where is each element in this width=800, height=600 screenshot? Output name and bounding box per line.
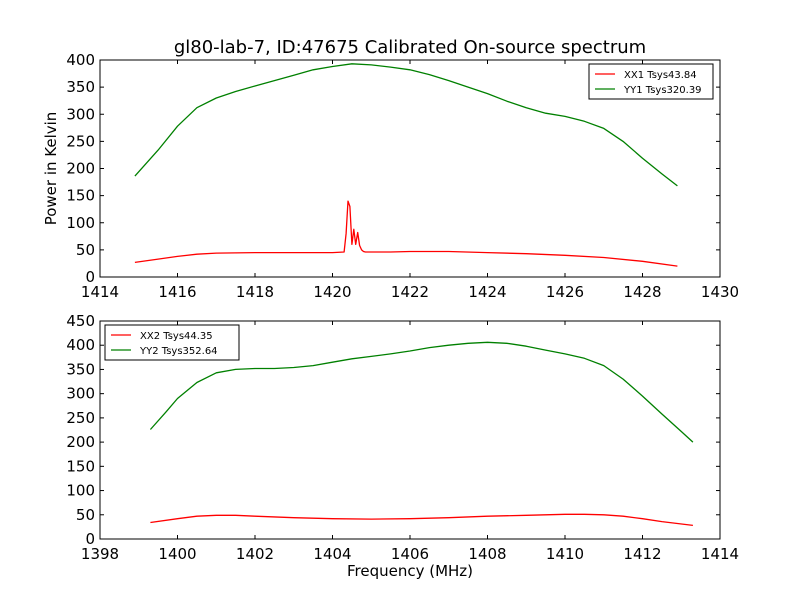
x-tick-label: 1418 [236, 283, 274, 301]
y-tick-label: 450 [66, 312, 95, 330]
legend-label: YY1 Tsys320.39 [623, 85, 702, 96]
y-tick-label: 400 [66, 336, 95, 354]
y-tick-label: 50 [76, 241, 95, 259]
x-tick-label: 1428 [623, 283, 661, 301]
figure-title: gl80-lab-7, ID:47675 Calibrated On-sourc… [174, 37, 646, 58]
y-tick-label: 350 [66, 78, 95, 96]
series-line-1-2 [134, 63, 678, 187]
x-tick-label: 1422 [391, 283, 429, 301]
y-tick-label: 350 [66, 360, 95, 378]
y-axis-label: Power in Kelvin [42, 112, 60, 226]
y-tick-label: 150 [66, 187, 95, 205]
x-axis-label: Frequency (MHz) [347, 562, 473, 580]
x-tick-label: 1410 [546, 545, 584, 563]
y-tick-label: 400 [66, 51, 95, 69]
x-tick-label: 1402 [236, 545, 274, 563]
series-line-2-2 [149, 341, 694, 443]
legend-label: YY2 Tsys352.64 [139, 346, 218, 357]
y-tick-label: 300 [66, 385, 95, 403]
y-tick-label: 300 [66, 105, 95, 123]
x-tick-label: 1414 [81, 283, 119, 301]
legend: XX1 Tsys43.84 YY1 Tsys320.39 [588, 63, 714, 100]
x-tick-label: 1414 [701, 545, 739, 563]
x-tick-label: 1420 [313, 283, 351, 301]
x-tick-label: 1406 [391, 545, 429, 563]
y-tick-label: 100 [66, 482, 95, 500]
legend-box [588, 63, 714, 100]
x-tick-label: 1412 [623, 545, 661, 563]
y-tick-label: 50 [76, 506, 95, 524]
y-tick-label: 0 [85, 268, 95, 286]
x-tick-label: 1398 [81, 545, 119, 563]
legend-box [104, 324, 240, 361]
x-tick-label: 1416 [158, 283, 196, 301]
x-tick-label: 1404 [313, 545, 351, 563]
y-tick-label: 150 [66, 457, 95, 475]
series-line-2-1 [150, 513, 693, 527]
x-tick-label: 1400 [158, 545, 196, 563]
x-tick-label: 1408 [468, 545, 506, 563]
chart-panel-1: 1414 1416 1418 1420 1422 1424 1426 1428 1430 0 50 1… [42, 51, 739, 301]
chart-panel-2: 1398 1400 1402 1404 1406 1408 1410 1412 1414 0 50 1… [66, 312, 739, 580]
series-line-1-1 [134, 200, 678, 267]
x-tick-label: 1430 [701, 283, 739, 301]
x-tick-label: 1426 [546, 283, 584, 301]
y-tick-label: 0 [85, 530, 95, 548]
y-tick-label: 200 [66, 160, 95, 178]
legend-label: XX1 Tsys43.84 [624, 70, 697, 81]
x-tick-label: 1424 [468, 283, 506, 301]
y-tick-label: 250 [66, 409, 95, 427]
y-tick-label: 200 [66, 433, 95, 451]
y-tick-label: 250 [66, 132, 95, 150]
y-tick-label: 100 [66, 214, 95, 232]
legend: XX2 Tsys44.35 YY2 Tsys352.64 [104, 324, 240, 361]
legend-label: XX2 Tsys44.35 [140, 331, 213, 342]
